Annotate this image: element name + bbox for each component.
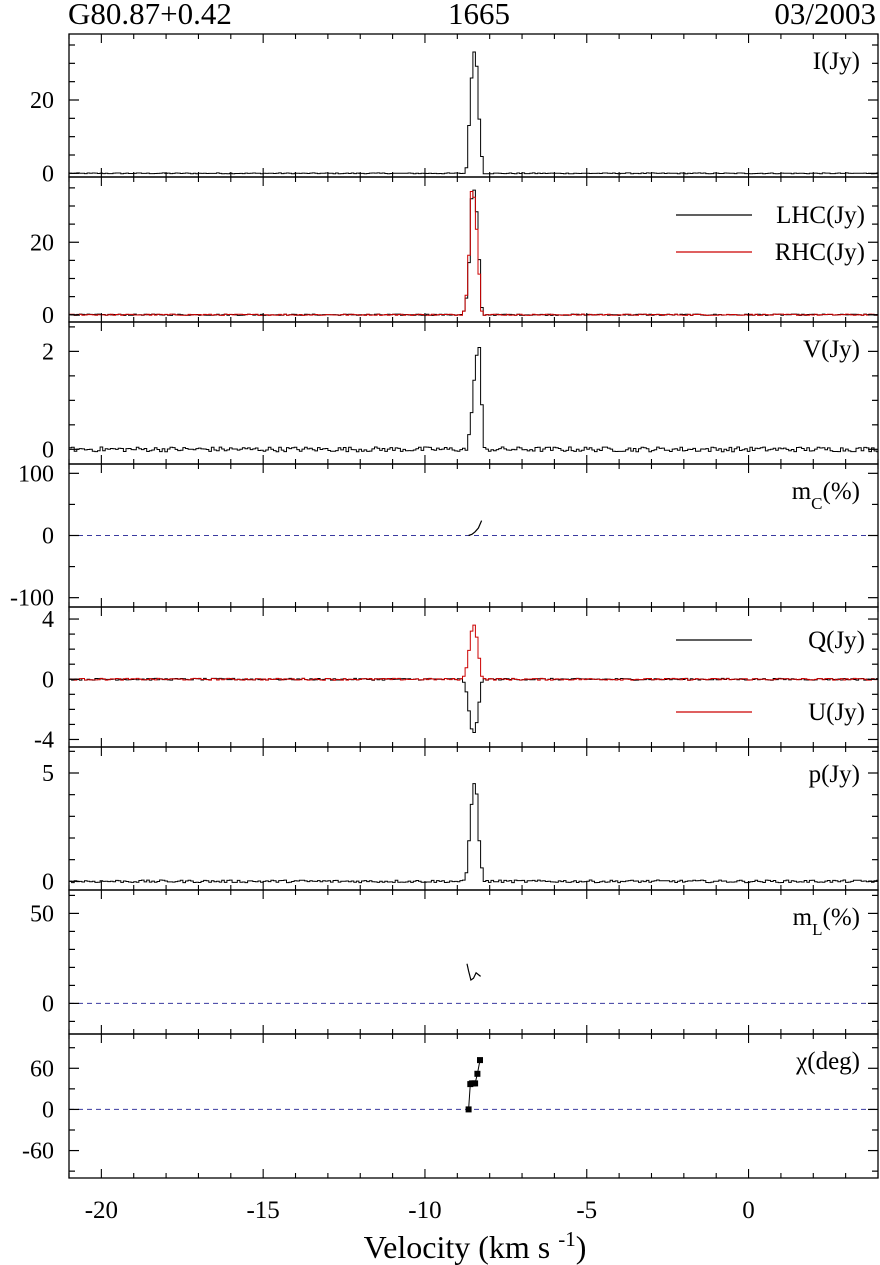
- panel-frame-QU: [68, 606, 879, 748]
- legend-label: U(Jy): [808, 699, 865, 726]
- y-tick-label: 0: [42, 667, 54, 693]
- chi-point: [477, 1057, 483, 1064]
- y-tick-label: 0: [42, 437, 54, 463]
- panel-label-V: V(Jy): [803, 336, 860, 363]
- y-tick-label: 2: [42, 339, 54, 365]
- y-tick-label: -100: [10, 586, 54, 612]
- series-V-0: [69, 347, 878, 453]
- series-LR-1: [69, 191, 878, 316]
- series-QU-0: [69, 677, 878, 733]
- y-tick-label: 20: [30, 88, 54, 114]
- panel-frame-chi: [68, 1033, 879, 1179]
- x-tick-label: -20: [85, 1197, 118, 1224]
- y-tick-label: 0: [42, 524, 54, 550]
- y-tick-label: 0: [42, 869, 54, 895]
- y-tick-label: 0: [42, 991, 54, 1017]
- series-QU-1: [69, 624, 878, 681]
- panel-label-mL: mL(%): [793, 904, 860, 939]
- frequency-label: 1665: [448, 0, 510, 31]
- y-tick-label: -60: [22, 1139, 54, 1165]
- series-p-0: [69, 783, 878, 884]
- y-tick-label: 50: [30, 901, 54, 927]
- y-tick-label: 4: [42, 607, 54, 633]
- panel-label-p: p(Jy): [809, 761, 860, 788]
- y-tick-label: 0: [42, 161, 54, 187]
- y-tick-label: 0: [42, 1097, 54, 1123]
- legend-label: RHC(Jy): [775, 239, 865, 266]
- y-tick-label: 5: [42, 761, 54, 787]
- panel-frame-I: [68, 33, 879, 178]
- legend-label: Q(Jy): [808, 627, 865, 654]
- series-I-0: [69, 51, 878, 175]
- panel-frame-V: [68, 321, 879, 465]
- panel-frame-LR: [68, 176, 879, 323]
- chi-point: [465, 1106, 472, 1113]
- x-tick-label: -15: [246, 1197, 279, 1224]
- y-tick-label: 20: [30, 230, 54, 256]
- panel-label-mC: mC(%): [792, 478, 860, 513]
- y-tick-label: 100: [18, 461, 54, 487]
- legend-label: LHC(Jy): [776, 202, 865, 229]
- x-tick-label: -10: [408, 1197, 441, 1224]
- panel-label-I: I(Jy): [813, 48, 860, 75]
- source-name: G80.87+0.42: [68, 0, 232, 31]
- y-tick-label: 60: [30, 1056, 54, 1082]
- chi-point: [472, 1080, 479, 1087]
- observation-date: 03/2003: [774, 0, 876, 31]
- curve-mC: [468, 520, 483, 537]
- panel-label-chi: χ(deg): [795, 1048, 860, 1075]
- chi-point: [474, 1070, 481, 1077]
- y-tick-label: -4: [34, 727, 54, 753]
- x-tick-label: 0: [742, 1197, 755, 1224]
- panel-frame-mL: [68, 889, 879, 1035]
- x-axis-label: Velocity (km s -1): [364, 1227, 587, 1265]
- series-LR-0: [69, 189, 878, 316]
- x-tick-label: -5: [576, 1197, 597, 1224]
- panel-frame-p: [68, 746, 879, 891]
- curve-mL: [466, 963, 481, 981]
- y-tick-label: 0: [42, 303, 54, 329]
